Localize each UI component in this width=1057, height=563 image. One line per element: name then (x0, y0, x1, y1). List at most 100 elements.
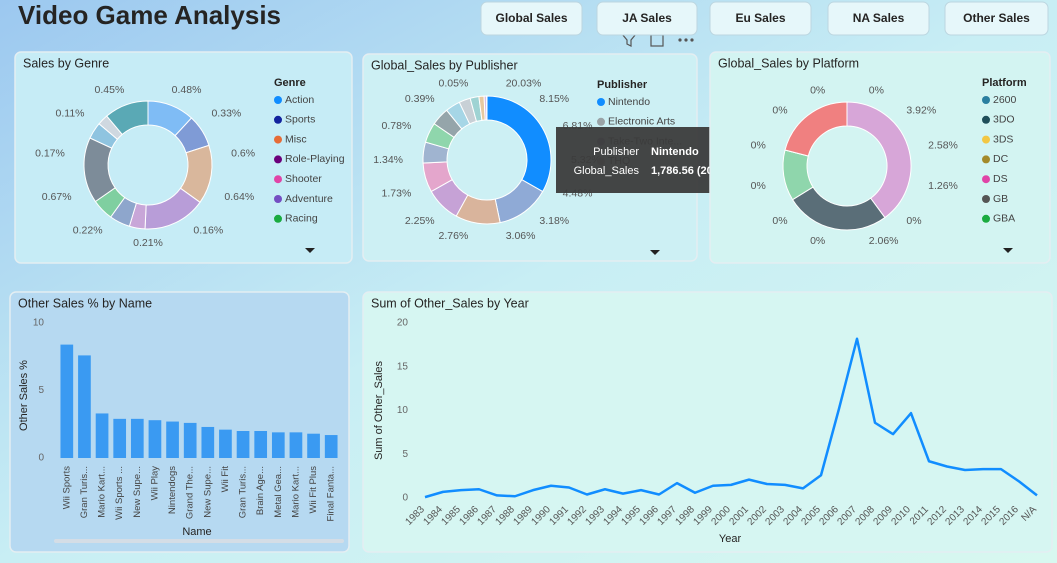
y-tick-label: 10 (33, 318, 45, 329)
slicer-button[interactable] (480, 1, 583, 36)
slicer-button[interactable] (596, 1, 698, 36)
chart-title: Sales by Genre (23, 56, 109, 70)
legend-marker (274, 195, 282, 203)
x-tick-label: New Supe... (132, 466, 143, 518)
data-label: 20.03% (506, 78, 542, 90)
slicer-button[interactable] (944, 1, 1049, 36)
legend-marker (982, 115, 990, 124)
slicer-button-label[interactable]: NA Sales (853, 11, 905, 25)
legend-more-arrow (1003, 248, 1013, 253)
x-tick-label: Brain Age... (255, 466, 266, 515)
slicer-button-label[interactable]: Other Sales (963, 11, 1030, 25)
bar (324, 435, 338, 458)
legend-label: Nintendo (608, 96, 650, 108)
donut-slice (106, 100, 149, 136)
data-label: 0% (772, 105, 787, 117)
legend-label: Electronic Arts (608, 116, 675, 128)
card (9, 291, 350, 553)
bar (60, 344, 74, 458)
legend-label: DC (993, 153, 1009, 165)
tooltip-label: Global_Sales (574, 165, 640, 177)
x-tick-label: Wii Sports (61, 466, 72, 510)
card (709, 51, 1051, 264)
bar (113, 418, 127, 458)
x-tick-label: Wii Play (149, 466, 160, 501)
slicer-button-label[interactable]: Eu Sales (735, 11, 785, 25)
data-label: 0% (869, 84, 884, 96)
data-label: 0.22% (73, 224, 103, 236)
slicer-button[interactable] (827, 1, 930, 36)
legend-label: 2600 (993, 94, 1017, 106)
y-tick-label: 10 (397, 405, 409, 416)
card (362, 291, 1053, 553)
slicer-button-label[interactable]: Global Sales (495, 11, 567, 25)
bar (95, 413, 109, 458)
y-axis-title: Other Sales % (18, 360, 30, 431)
bar (148, 420, 162, 458)
line-series (424, 337, 1038, 499)
data-label: 0.11% (56, 108, 85, 120)
tooltip-value: Nintendo (651, 146, 699, 158)
y-tick-label: 0 (38, 453, 44, 464)
legend-label: Racing (285, 213, 318, 225)
bar (271, 432, 285, 458)
data-label: 0.33% (211, 108, 241, 120)
legend-marker (982, 155, 990, 164)
data-label: 0.78% (382, 120, 412, 132)
bar (236, 431, 250, 458)
legend-marker (274, 135, 282, 144)
bar (219, 429, 232, 458)
data-label: 2.76% (439, 230, 469, 242)
donut-slice (846, 101, 912, 219)
legend-marker (982, 175, 990, 184)
legend-label: 3DO (993, 114, 1015, 126)
x-tick-label: Grand The... (185, 466, 196, 519)
x-tick-label: New Supe... (202, 466, 213, 518)
data-label: 0.45% (95, 84, 125, 96)
card (14, 51, 353, 264)
legend-marker (274, 115, 282, 124)
tooltip-label: Publisher (593, 146, 639, 158)
x-axis-title: Name (182, 526, 211, 538)
data-label: 1.73% (382, 188, 412, 200)
bar (183, 422, 197, 458)
data-label: 3.06% (506, 230, 536, 242)
data-label: 0% (772, 215, 787, 227)
legend-marker (982, 135, 990, 144)
legend-label: GB (993, 193, 1008, 205)
legend-marker (274, 96, 282, 104)
x-tick-label: Final Fanta... (326, 466, 337, 521)
data-label: 0.48% (172, 84, 202, 96)
legend-label: GBA (993, 213, 1015, 225)
data-label: 0.39% (405, 93, 435, 105)
legend-label: Shooter (285, 173, 322, 185)
data-label: 2.06% (869, 235, 899, 247)
slicer-button[interactable] (709, 1, 812, 36)
scrollbar (54, 539, 344, 543)
x-tick-label: Wii Fit (220, 466, 231, 493)
bar (166, 421, 179, 458)
data-label: 2.58% (928, 140, 958, 152)
data-label: 0.17% (35, 148, 65, 160)
y-tick-label: 0 (402, 493, 408, 504)
slicer-button-label[interactable]: JA Sales (622, 11, 672, 25)
data-label: 0.67% (42, 191, 72, 203)
legend-more-arrow (305, 248, 315, 253)
data-label: 0.05% (439, 78, 469, 90)
legend-more-arrow (650, 250, 660, 255)
data-label: 0% (810, 235, 825, 247)
bar (289, 432, 303, 458)
bar (201, 426, 215, 458)
data-label: 0% (751, 180, 766, 192)
x-tick-label: Metal Gea... (273, 466, 284, 518)
y-tick-label: 5 (38, 385, 44, 396)
legend-label: Adventure (285, 193, 333, 205)
x-tick-label: Wii Fit Plus (308, 466, 319, 514)
bar (78, 355, 91, 458)
chart-title: Global_Sales by Publisher (371, 58, 518, 72)
data-label: 0.16% (193, 224, 223, 236)
legend-label: Action (285, 94, 314, 106)
x-axis-title: Year (719, 533, 742, 545)
data-label: 0% (751, 140, 766, 152)
x-tick-label: Wii Sports ... (114, 466, 125, 520)
